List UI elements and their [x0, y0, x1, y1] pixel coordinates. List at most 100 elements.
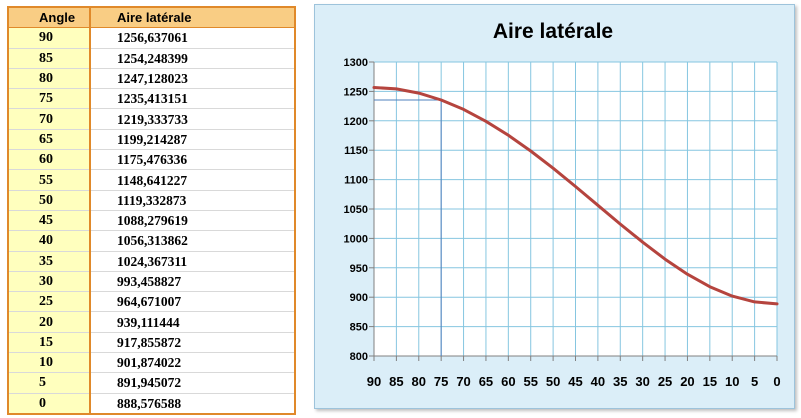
data-point	[731, 294, 734, 298]
y-tick-label: 850	[350, 322, 368, 334]
data-point	[372, 86, 376, 89]
x-tick-label: 10	[725, 374, 739, 389]
x-tick-label: 40	[591, 374, 605, 389]
cell-angle: 10	[8, 352, 91, 374]
table-row: 90 1256,637061	[8, 27, 295, 49]
x-tick-label: 50	[546, 374, 560, 389]
cell-angle: 60	[8, 149, 91, 171]
cell-aire-laterale: 1175,476336	[90, 149, 295, 171]
data-point	[574, 185, 577, 188]
cell-angle: 75	[8, 88, 91, 110]
cell-aire-laterale: 888,576588	[90, 393, 295, 415]
data-table: Angle Aire latérale 90 1256,637061 85 1254,…	[7, 6, 296, 415]
cell-aire-laterale: 917,855872	[90, 332, 295, 354]
x-tick-label: 60	[501, 374, 515, 389]
cell-aire-laterale: 891,945072	[90, 372, 295, 394]
x-tick-label: 35	[613, 374, 627, 389]
y-tick-label: 1250	[344, 86, 368, 98]
table-row: 25 964,671007	[8, 291, 295, 313]
table-row: 70 1219,333733	[8, 108, 295, 130]
cell-angle: 85	[8, 48, 91, 69]
cell-aire-laterale: 1254,248399	[90, 48, 295, 69]
x-tick-label: 45	[568, 374, 582, 389]
table-row: 0 888,576588	[8, 393, 295, 415]
data-point	[596, 204, 600, 207]
cell-aire-laterale: 1235,413151	[90, 88, 295, 110]
cell-aire-laterale: 1056,313862	[90, 230, 295, 252]
cell-aire-laterale: 1119,332873	[90, 190, 295, 211]
header-aire-laterale: Aire latérale	[90, 7, 295, 29]
data-point	[753, 300, 756, 304]
table-header-row: Angle Aire latérale	[8, 7, 295, 29]
table-row: 85 1254,248399	[8, 48, 295, 69]
data-point	[529, 149, 532, 153]
data-point	[686, 273, 689, 276]
y-tick-label: 950	[350, 263, 368, 275]
chart-panel: Aire latérale 1300 1250 1200 1150 1100 1050 10…	[314, 4, 795, 409]
plot-area: 1300125012001150110010501000950900850800…	[344, 57, 781, 389]
cell-angle: 40	[8, 230, 91, 252]
table-row: 45 1088,279619	[8, 210, 295, 232]
x-tick-label: 25	[658, 374, 672, 389]
cell-angle: 45	[8, 210, 91, 232]
table-row: 15 917,855872	[8, 332, 295, 354]
table-row: 40 1056,313862	[8, 230, 295, 252]
cell-angle: 20	[8, 311, 91, 333]
x-tick-label: 15	[703, 374, 717, 389]
cell-aire-laterale: 1024,367311	[90, 251, 295, 272]
data-point	[641, 241, 644, 244]
data-point	[775, 302, 779, 306]
data-point	[551, 167, 555, 170]
chart-title: Aire latérale	[493, 20, 613, 43]
data-point	[663, 257, 667, 261]
y-tick-label: 1100	[344, 175, 368, 187]
table-row: 35 1024,367311	[8, 251, 295, 272]
cell-aire-laterale: 993,458827	[90, 271, 295, 293]
cell-angle: 5	[8, 372, 91, 394]
header-angle: Angle	[8, 7, 91, 29]
x-tick-label: 5	[751, 374, 758, 389]
cell-angle: 50	[8, 190, 91, 211]
data-point	[395, 87, 398, 91]
cell-aire-laterale: 1199,214287	[90, 129, 295, 151]
cell-aire-laterale: 901,874022	[90, 352, 295, 374]
cell-aire-laterale: 1256,637061	[90, 27, 295, 49]
table-row: 5 891,945072	[8, 372, 295, 394]
y-tick-label: 900	[350, 292, 368, 304]
line-chart: Aire latérale 13001250120011501100105010…	[344, 20, 781, 389]
x-tick-label: 55	[523, 374, 537, 389]
cell-angle: 55	[8, 169, 91, 191]
x-tick-label: 85	[389, 374, 403, 389]
data-point	[484, 120, 488, 123]
table-row: 55 1148,641227	[8, 169, 295, 191]
y-tick-label: 1000	[344, 233, 368, 245]
table-row: 30 993,458827	[8, 271, 295, 293]
cell-angle: 90	[8, 27, 91, 49]
cell-angle: 70	[8, 108, 91, 130]
table-row: 65 1199,214287	[8, 129, 295, 151]
cell-angle: 0	[8, 393, 91, 415]
x-tick-label: 0	[773, 374, 780, 389]
y-tick-label: 1050	[344, 204, 368, 216]
cell-aire-laterale: 964,671007	[90, 291, 295, 313]
table-row: 10 901,874022	[8, 352, 295, 374]
cell-aire-laterale: 1148,641227	[90, 169, 295, 191]
y-tick-label: 1150	[344, 145, 368, 157]
cell-angle: 15	[8, 332, 91, 354]
data-point	[708, 285, 712, 288]
table-body: 90 1256,637061 85 1254,248399 80 1247,128023 7…	[8, 27, 295, 415]
y-tick-label: 1200	[344, 116, 368, 128]
data-point	[619, 222, 622, 226]
y-tick-label: 1300	[344, 57, 368, 69]
data-point	[507, 134, 510, 137]
table-row: 80 1247,128023	[8, 68, 295, 90]
x-tick-label: 30	[635, 374, 649, 389]
table-row: 75 1235,413151	[8, 88, 295, 110]
data-point	[439, 98, 443, 102]
cell-angle: 30	[8, 271, 91, 293]
x-tick-label: 70	[456, 374, 470, 389]
x-tick-label: 20	[680, 374, 694, 389]
y-tick-label: 800	[350, 351, 368, 363]
data-point	[417, 91, 420, 95]
x-tick-label: 65	[479, 374, 493, 389]
